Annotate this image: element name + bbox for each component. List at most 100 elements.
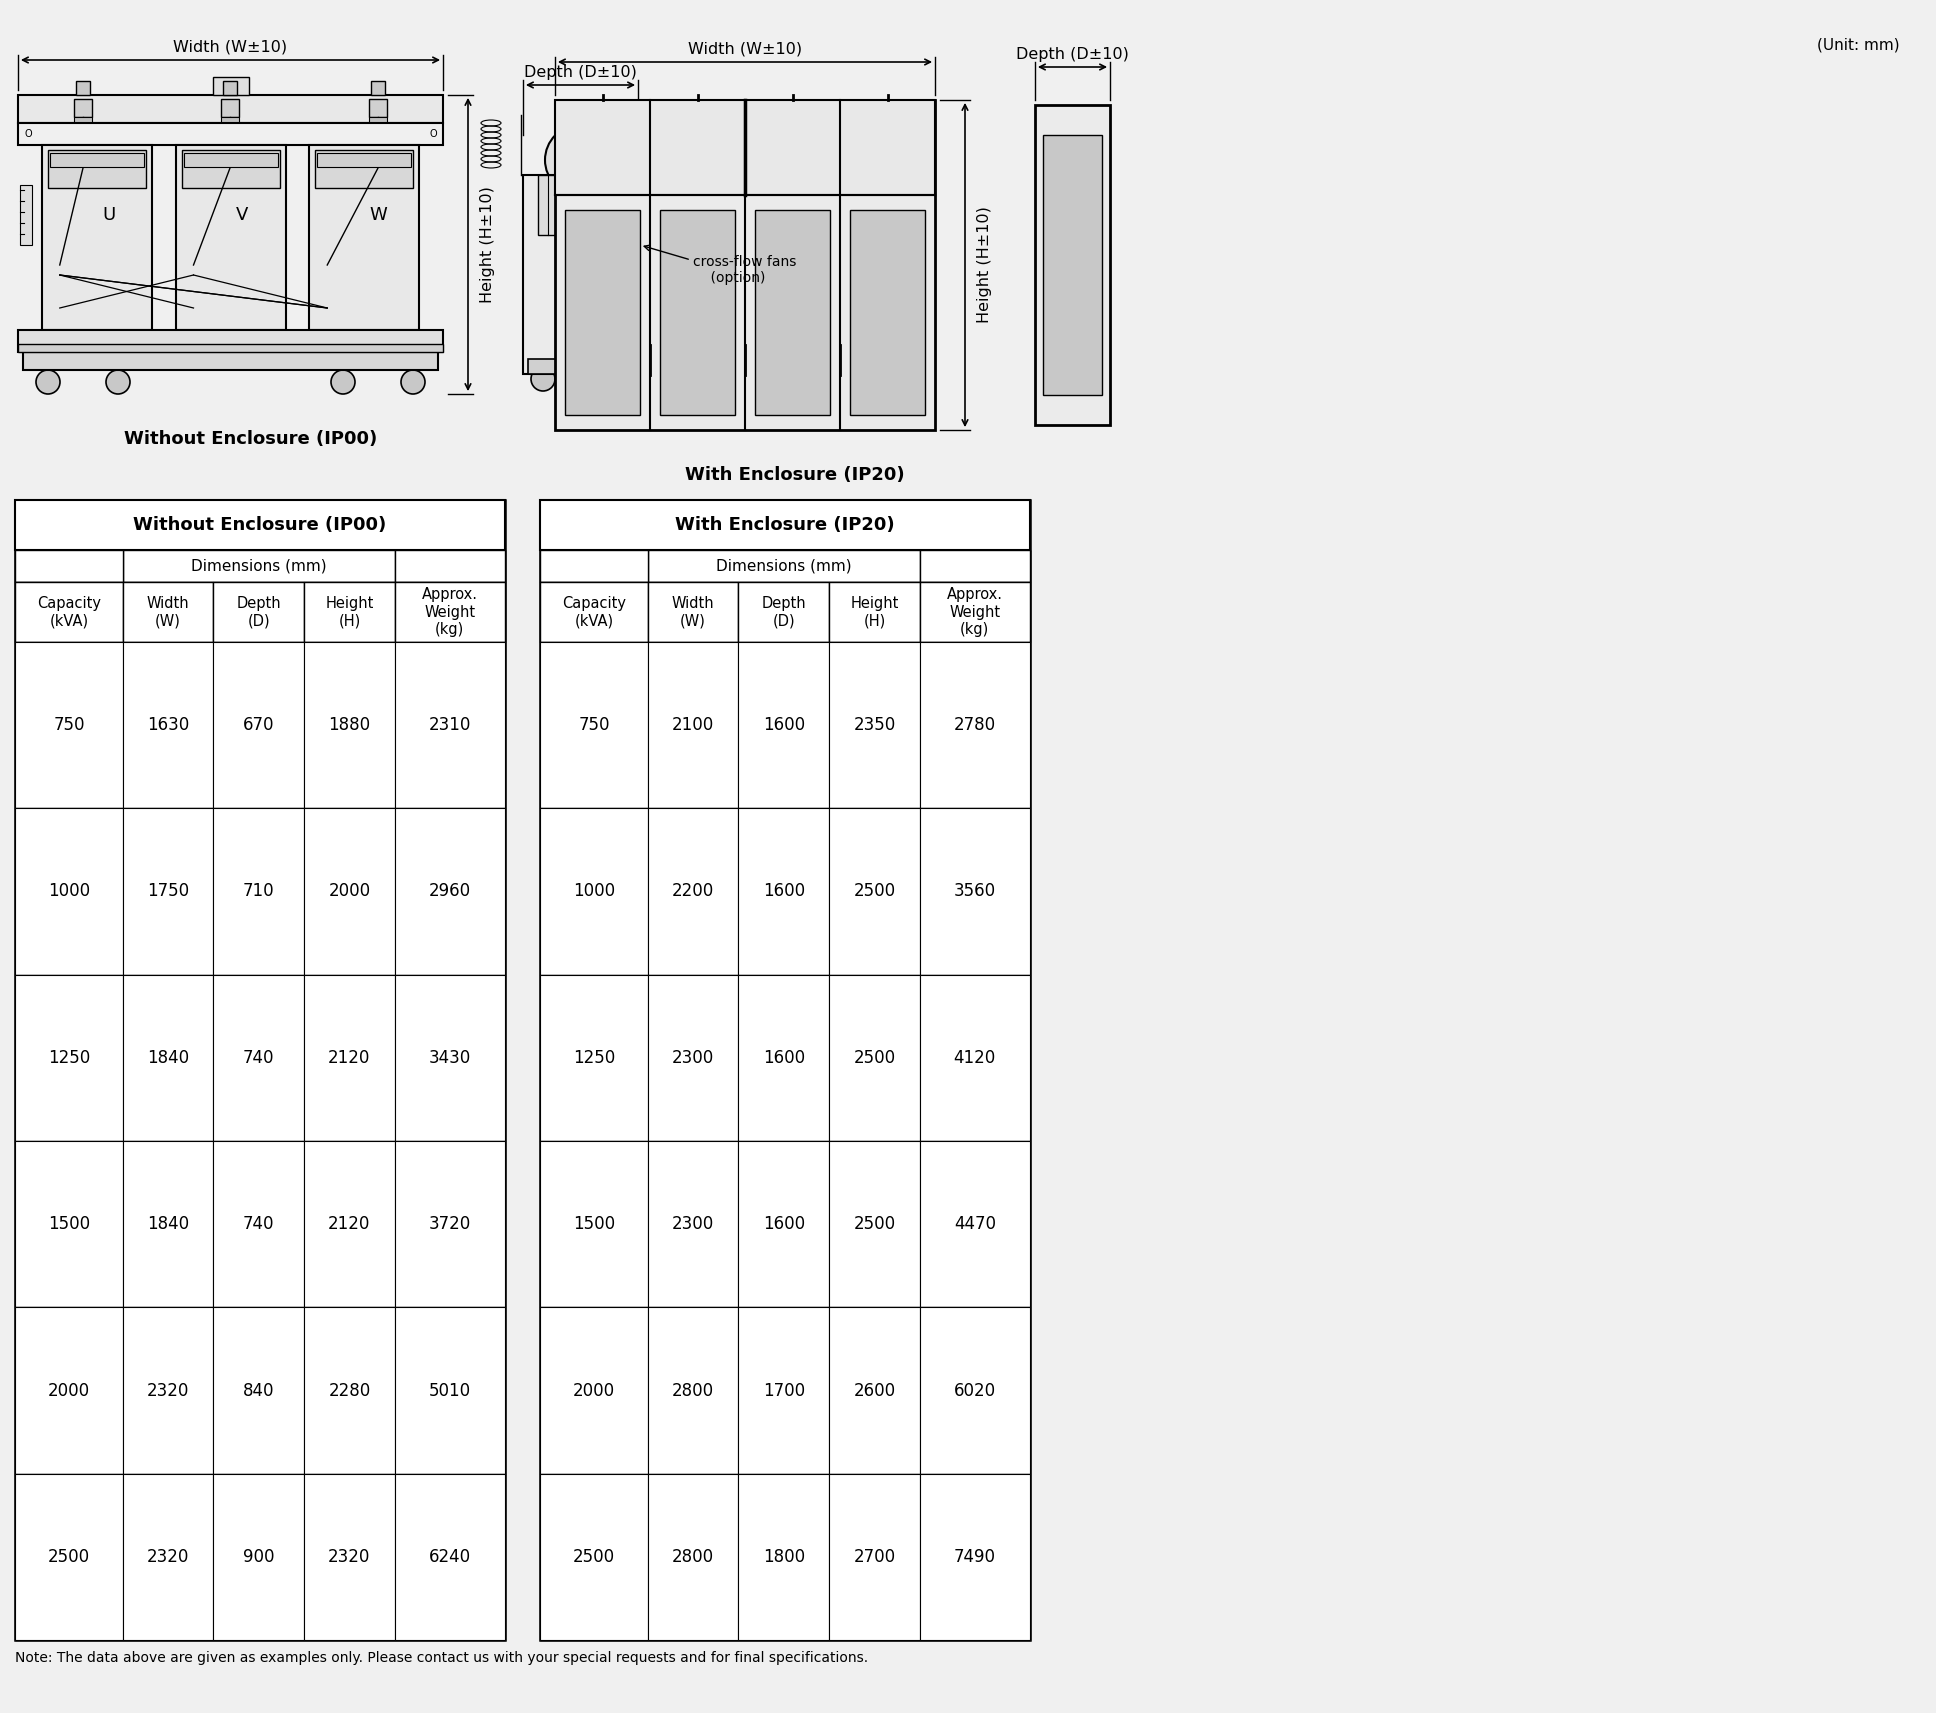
Circle shape	[401, 370, 426, 394]
Bar	[649, 975, 738, 1141]
Text: 2500: 2500	[854, 882, 896, 901]
Text: 2700: 2700	[854, 1549, 896, 1566]
Bar	[15, 642, 122, 809]
Bar	[1036, 104, 1109, 425]
Text: Width
(W): Width (W)	[672, 596, 714, 629]
Circle shape	[819, 404, 827, 411]
Bar	[395, 550, 505, 582]
Circle shape	[807, 242, 815, 248]
Circle shape	[854, 242, 860, 248]
Text: 1250: 1250	[48, 1048, 91, 1067]
Circle shape	[782, 349, 790, 356]
Text: 4470: 4470	[954, 1215, 995, 1233]
Text: 2120: 2120	[329, 1048, 370, 1067]
Bar	[15, 975, 122, 1141]
Bar	[540, 975, 649, 1141]
Text: Note: The data above are given as examples only. Please contact us with your spe: Note: The data above are given as exampl…	[15, 1651, 867, 1665]
Text: 2500: 2500	[573, 1549, 616, 1566]
Text: 2960: 2960	[428, 882, 470, 901]
Bar	[540, 582, 649, 642]
Circle shape	[914, 267, 922, 276]
Bar	[829, 1141, 920, 1307]
Circle shape	[50, 298, 70, 319]
Circle shape	[592, 242, 600, 248]
Circle shape	[1061, 356, 1067, 361]
Text: Approx.
Weight
(kg): Approx. Weight (kg)	[422, 588, 478, 637]
Text: 2000: 2000	[48, 1381, 89, 1400]
Bar	[318, 152, 410, 166]
Circle shape	[701, 267, 707, 276]
Circle shape	[877, 214, 885, 221]
Circle shape	[569, 295, 575, 303]
Circle shape	[796, 322, 802, 329]
Circle shape	[664, 377, 670, 384]
Circle shape	[1061, 324, 1067, 331]
Circle shape	[676, 214, 683, 221]
Text: cross-flow fans
    (option): cross-flow fans (option)	[693, 255, 796, 284]
Circle shape	[676, 267, 683, 276]
Text: 1750: 1750	[147, 882, 190, 901]
Circle shape	[865, 267, 873, 276]
Circle shape	[1094, 324, 1100, 331]
Circle shape	[877, 404, 885, 411]
Circle shape	[664, 322, 670, 329]
Circle shape	[318, 298, 337, 319]
Text: 1840: 1840	[147, 1048, 190, 1067]
Text: Width (W±10): Width (W±10)	[174, 39, 288, 55]
Circle shape	[724, 267, 732, 276]
Circle shape	[1078, 199, 1084, 206]
Bar	[19, 185, 33, 245]
Bar	[182, 151, 279, 188]
Circle shape	[581, 404, 589, 411]
Circle shape	[331, 370, 354, 394]
Bar	[213, 642, 304, 809]
Circle shape	[807, 322, 815, 329]
Circle shape	[902, 322, 910, 329]
Circle shape	[687, 349, 695, 356]
Bar	[221, 99, 238, 116]
Circle shape	[807, 404, 815, 411]
Circle shape	[606, 242, 612, 248]
Bar	[755, 211, 831, 415]
Bar	[176, 146, 285, 331]
Circle shape	[606, 322, 612, 329]
Bar	[213, 975, 304, 1141]
Circle shape	[877, 377, 885, 384]
Text: 2120: 2120	[329, 1215, 370, 1233]
Text: Without Enclosure (IP00): Without Enclosure (IP00)	[124, 430, 378, 449]
Bar	[184, 152, 277, 166]
Bar	[920, 1141, 1030, 1307]
Circle shape	[877, 242, 885, 248]
Bar	[15, 1473, 122, 1639]
Circle shape	[1045, 231, 1051, 236]
Circle shape	[687, 295, 695, 303]
Text: 3560: 3560	[954, 882, 995, 901]
Circle shape	[891, 242, 896, 248]
Circle shape	[712, 242, 720, 248]
Bar	[395, 809, 505, 975]
Circle shape	[687, 377, 695, 384]
Circle shape	[629, 242, 637, 248]
Circle shape	[618, 267, 623, 276]
Circle shape	[914, 242, 922, 248]
Bar	[372, 81, 385, 94]
Text: 1000: 1000	[48, 882, 89, 901]
Bar	[540, 500, 1030, 550]
Circle shape	[819, 377, 827, 384]
Circle shape	[592, 349, 600, 356]
Text: 670: 670	[244, 716, 275, 735]
Circle shape	[1045, 199, 1051, 206]
Circle shape	[819, 214, 827, 221]
Bar	[540, 809, 1030, 975]
Circle shape	[106, 370, 130, 394]
Circle shape	[530, 367, 556, 391]
Bar	[395, 582, 505, 642]
Text: 1600: 1600	[763, 882, 805, 901]
Circle shape	[771, 214, 778, 221]
Circle shape	[712, 295, 720, 303]
Circle shape	[1045, 293, 1051, 300]
Bar	[122, 1141, 213, 1307]
Circle shape	[819, 242, 827, 248]
Circle shape	[687, 267, 695, 276]
Text: 750: 750	[52, 716, 85, 735]
